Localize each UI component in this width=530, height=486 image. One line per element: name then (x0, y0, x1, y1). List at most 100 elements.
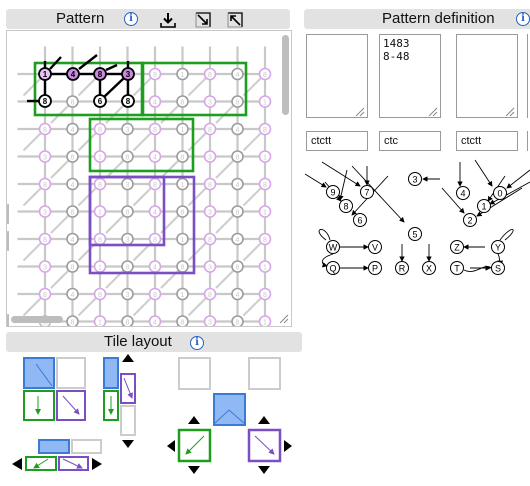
svg-text:8: 8 (208, 72, 212, 79)
grid-node: 8 (66, 150, 79, 163)
svg-text:4: 4 (71, 237, 75, 244)
resize-grip-icon[interactable] (505, 107, 515, 117)
tile-layout-options[interactable] (0, 354, 310, 484)
grid-node: 3 (203, 315, 217, 326)
rule-name-input-2[interactable]: ctc (379, 131, 441, 151)
grid-node: 8 (176, 205, 189, 218)
svg-text:8: 8 (181, 210, 185, 217)
svg-text:8: 8 (236, 265, 240, 272)
svg-text:W: W (329, 243, 338, 253)
rule-name-input-3[interactable]: ctctt (456, 131, 518, 151)
rule-node: Q (326, 261, 340, 275)
svg-text:1: 1 (481, 202, 486, 212)
svg-text:1: 1 (263, 155, 267, 162)
definition-info-icon[interactable]: i (516, 12, 530, 26)
grid-node: 3 (121, 287, 134, 301)
grid-node: 8 (258, 232, 272, 246)
svg-text:8: 8 (263, 292, 267, 299)
svg-text:8: 8 (126, 320, 130, 327)
grid-node: 8 (176, 95, 189, 108)
svg-text:1: 1 (181, 72, 185, 79)
rule-name-input-1[interactable]: ctctt (306, 131, 368, 151)
grid-node: 8 (66, 95, 79, 108)
grid-node: 1 (176, 122, 189, 136)
svg-text:8: 8 (126, 155, 130, 162)
svg-text:8: 8 (43, 127, 47, 134)
svg-text:Y: Y (495, 243, 501, 253)
grid-node: 8 (148, 177, 162, 191)
grid-node: 4 (231, 122, 244, 136)
grid-node: 8 (231, 205, 244, 218)
rule-node: P (368, 261, 382, 275)
grid-node: 8 (38, 177, 52, 191)
tile-layout-option-square[interactable] (23, 357, 86, 421)
definition-panel-title: Pattern definition (382, 10, 495, 27)
grid-node: 8 (176, 315, 189, 326)
svg-text:3: 3 (126, 182, 130, 189)
svg-text:S: S (495, 264, 501, 274)
grid-node: 4 (66, 177, 79, 191)
grid-node: 8 (258, 67, 272, 81)
rule-node: 5 (408, 227, 422, 241)
tile-layout-option-vertical[interactable] (103, 354, 136, 448)
edge-marker (7, 314, 9, 326)
grid-node: 4 (66, 122, 79, 136)
svg-text:8: 8 (263, 237, 267, 244)
rule-node: T (450, 261, 464, 275)
pattern-node-highlighted: 8 (121, 94, 135, 108)
svg-text:8: 8 (181, 100, 185, 107)
tile-layout-info-icon[interactable]: i (190, 336, 204, 350)
svg-text:5: 5 (412, 230, 417, 240)
resize-grip-icon[interactable] (355, 107, 365, 117)
grid-node: 4 (231, 287, 244, 301)
expand-bottom-right-icon[interactable] (194, 11, 212, 29)
pattern-grid[interactable]: 8 4 8 3 8 1 8 4 8 3 8 1 8 4 8 3 8 1 8 4 8 3 8 1 8 4 8 3 8 1 8 4 8 3 8 1 8 4 8 3… (7, 31, 291, 326)
download-icon[interactable] (159, 11, 177, 29)
definition-box-1[interactable] (306, 34, 368, 118)
tile-layout-option-diagonal[interactable] (167, 357, 292, 474)
svg-text:V: V (372, 243, 378, 253)
svg-text:0: 0 (497, 189, 502, 199)
tile-layout-option-horizontal[interactable] (12, 439, 102, 471)
svg-text:3: 3 (43, 265, 47, 272)
pattern-info-icon[interactable]: i (124, 12, 138, 26)
definition-box-2[interactable]: 1483 8-48 (379, 34, 441, 118)
svg-text:8: 8 (153, 182, 157, 189)
svg-text:4: 4 (71, 182, 75, 189)
shrink-top-left-icon[interactable] (226, 11, 244, 29)
svg-text:8: 8 (263, 182, 267, 189)
grid-node: 8 (121, 260, 134, 273)
grid-node: 8 (203, 122, 217, 136)
svg-text:1: 1 (181, 237, 185, 244)
definition-box-3[interactable] (456, 34, 518, 118)
svg-text:4: 4 (71, 127, 75, 134)
svg-text:3: 3 (208, 210, 212, 217)
pattern-canvas[interactable]: 8 4 8 3 8 1 8 4 8 3 8 1 8 4 8 3 8 1 8 4 8 3 8 1 8 4 8 3 8 1 8 4 8 3 8 1 8 4 8 3… (6, 30, 292, 327)
svg-text:7: 7 (364, 188, 369, 198)
resize-grip-icon[interactable] (428, 107, 438, 117)
rule-node: V (368, 240, 382, 254)
grid-node: 8 (93, 232, 107, 246)
resize-grip-icon[interactable] (278, 313, 289, 324)
svg-text:8: 8 (126, 265, 130, 272)
vertical-scrollbar[interactable] (282, 35, 289, 115)
grid-node: 8 (66, 205, 79, 218)
rule-node: 9 (326, 185, 340, 199)
rule-node: 2 (463, 213, 477, 227)
horizontal-scrollbar[interactable] (11, 316, 63, 323)
grid-node: 8 (176, 150, 189, 163)
grid-node: 4 (148, 205, 162, 218)
grid-node: 8 (176, 260, 189, 273)
svg-text:8: 8 (263, 127, 267, 134)
grid-node: 8 (38, 232, 52, 246)
svg-text:1: 1 (263, 265, 267, 272)
svg-text:3: 3 (208, 100, 212, 107)
grid-node: 8 (38, 122, 52, 136)
grid-node: 4 (231, 232, 244, 246)
pattern-node-highlighted: 6 (93, 94, 107, 108)
grid-node: 4 (148, 315, 162, 326)
svg-text:4: 4 (460, 189, 465, 199)
grid-node: 8 (203, 177, 217, 191)
svg-text:4: 4 (153, 100, 157, 107)
grid-node: 8 (203, 67, 217, 81)
